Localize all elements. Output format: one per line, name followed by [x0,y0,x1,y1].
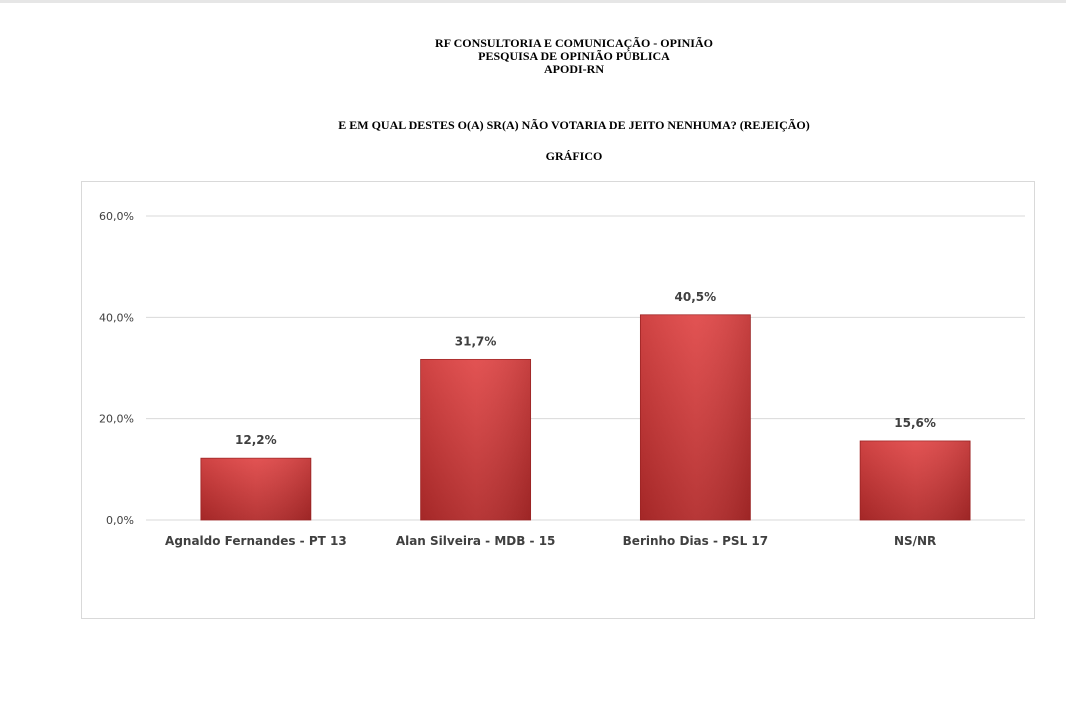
y-tick-label: 20,0% [99,413,134,426]
header-line-company: RF CONSULTORIA E COMUNICAÇÃO - OPINIÃO [435,36,713,50]
bar-value-label: 31,7% [455,334,497,348]
y-tick-label: 60,0% [99,210,134,223]
x-category-label: NS/NR [894,534,936,548]
bar-value-label: 12,2% [235,433,277,447]
bar-value-label: 40,5% [675,290,717,304]
bar-shading [420,359,531,520]
y-tick-label: 0,0% [106,514,134,527]
top-rule [0,0,1066,3]
bar-shading [640,314,751,520]
x-category-label: Agnaldo Fernandes - PT 13 [165,534,347,548]
section-label: GRÁFICO [545,149,603,163]
chart-frame [81,181,1035,619]
bar-value-label: 15,6% [894,416,936,430]
survey-question: E EM QUAL DESTES O(A) SR(A) NÃO VOTARIA … [338,118,810,132]
bar-shading [860,440,971,520]
report-header: RF CONSULTORIA E COMUNICAÇÃO - OPINIÃO P… [0,37,1066,76]
x-category-label: Berinho Dias - PSL 17 [623,534,768,548]
x-category-label: Alan Silveira - MDB - 15 [396,534,556,548]
header-line-survey: PESQUISA DE OPINIÃO PÚBLICA [478,49,670,63]
bar-shading [200,458,311,520]
y-tick-label: 40,0% [99,311,134,324]
header-line-location: APODI-RN [544,62,604,76]
